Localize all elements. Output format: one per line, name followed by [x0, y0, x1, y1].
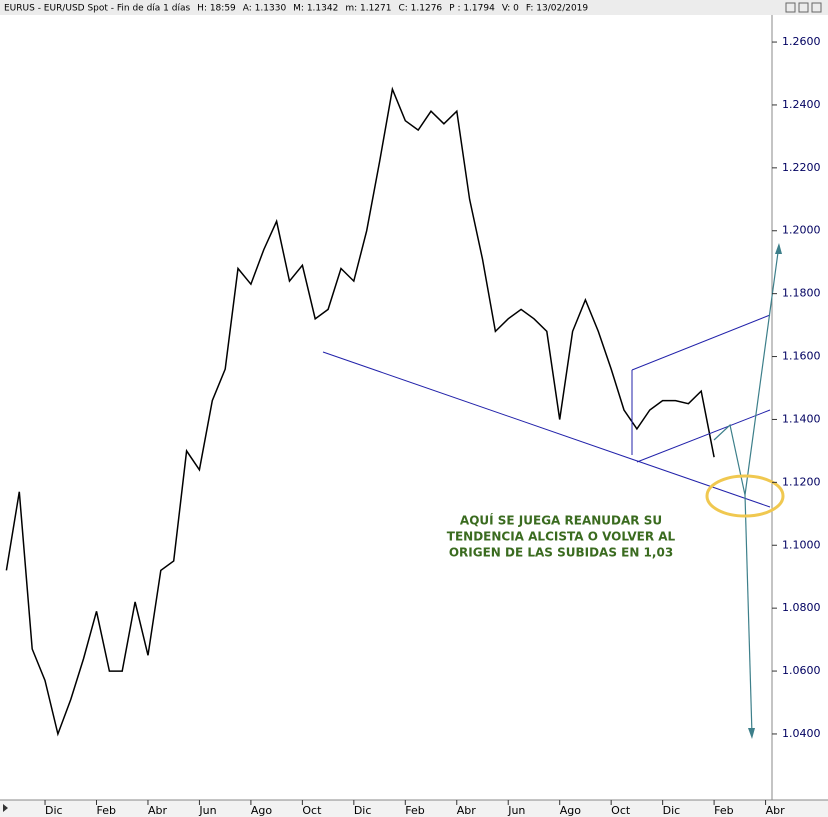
x-tick-label: Feb	[97, 804, 116, 817]
window-button[interactable]	[785, 2, 796, 13]
header-field: P : 1.1794	[449, 4, 495, 14]
y-tick-label: 1.2200	[782, 161, 821, 174]
x-tick-label: Jun	[507, 804, 525, 817]
y-tick-label: 1.0600	[782, 664, 821, 677]
y-tick-label: 1.2000	[782, 224, 821, 237]
channel-line	[636, 409, 771, 463]
x-tick-label: Feb	[714, 804, 733, 817]
header-bar	[0, 0, 828, 15]
highlight-ellipse	[705, 474, 785, 518]
x-tick-label: Oct	[611, 804, 631, 817]
annotation: AQUÍ SE JUEGA REANUDAR SU	[460, 513, 662, 528]
x-tick-label: Ago	[560, 804, 582, 817]
header-field: V: 0	[502, 4, 519, 14]
y-tick-label: 1.0800	[782, 601, 821, 614]
x-tick-label: Abr	[457, 804, 477, 817]
annotation: ORIGEN DE LAS SUBIDAS EN 1,03	[449, 546, 673, 560]
annotation: TENDENCIA ALCISTA O VOLVER AL	[447, 530, 676, 544]
price-line	[5, 86, 715, 737]
y-tick-label: 1.1800	[782, 287, 821, 300]
x-tick-label: Dic	[45, 804, 63, 817]
y-tick-label: 1.1400	[782, 412, 821, 425]
window-button[interactable]	[811, 2, 822, 13]
x-tick-label: Dic	[663, 804, 681, 817]
x-tick-label: Abr	[148, 804, 168, 817]
arrow-head	[775, 243, 782, 254]
header-field: F: 13/02/2019	[526, 4, 589, 14]
window-button[interactable]	[798, 2, 809, 13]
y-tick-label: 1.1000	[782, 538, 821, 551]
x-tick-label: Oct	[302, 804, 322, 817]
y-tick-label: 1.1600	[782, 350, 821, 363]
header-field: M: 1.1342	[293, 4, 338, 14]
header-field: H: 18:59	[197, 4, 236, 14]
header-field: EURUS - EUR/USD Spot - Fin de día 1 días	[4, 4, 190, 14]
scroll-arrow[interactable]	[3, 804, 8, 812]
y-tick-label: 1.2600	[782, 35, 821, 48]
plot	[5, 86, 715, 737]
x-tick-label: Abr	[766, 804, 786, 817]
x-tick-label: Dic	[354, 804, 372, 817]
header-field: A: 1.1330	[243, 4, 287, 14]
arrow-head	[748, 728, 755, 739]
header: EURUS - EUR/USD Spot - Fin de día 1 días…	[4, 4, 588, 14]
projection-arrow	[713, 244, 780, 496]
x-tick-label: Feb	[405, 804, 424, 817]
x-axis-bar	[0, 800, 828, 817]
trend-line	[322, 351, 771, 508]
y-tick-label: 1.2400	[782, 98, 821, 111]
x-tick-label: Ago	[251, 804, 273, 817]
y-tick-label: 1.0400	[782, 727, 821, 740]
y-tick-label: 1.1200	[782, 475, 821, 488]
channel-line	[631, 314, 771, 371]
projection-arrow	[744, 494, 753, 736]
header-field: C: 1.1276	[398, 4, 442, 14]
x-tick-label: Jun	[198, 804, 216, 817]
header-field: m: 1.1271	[345, 4, 391, 14]
